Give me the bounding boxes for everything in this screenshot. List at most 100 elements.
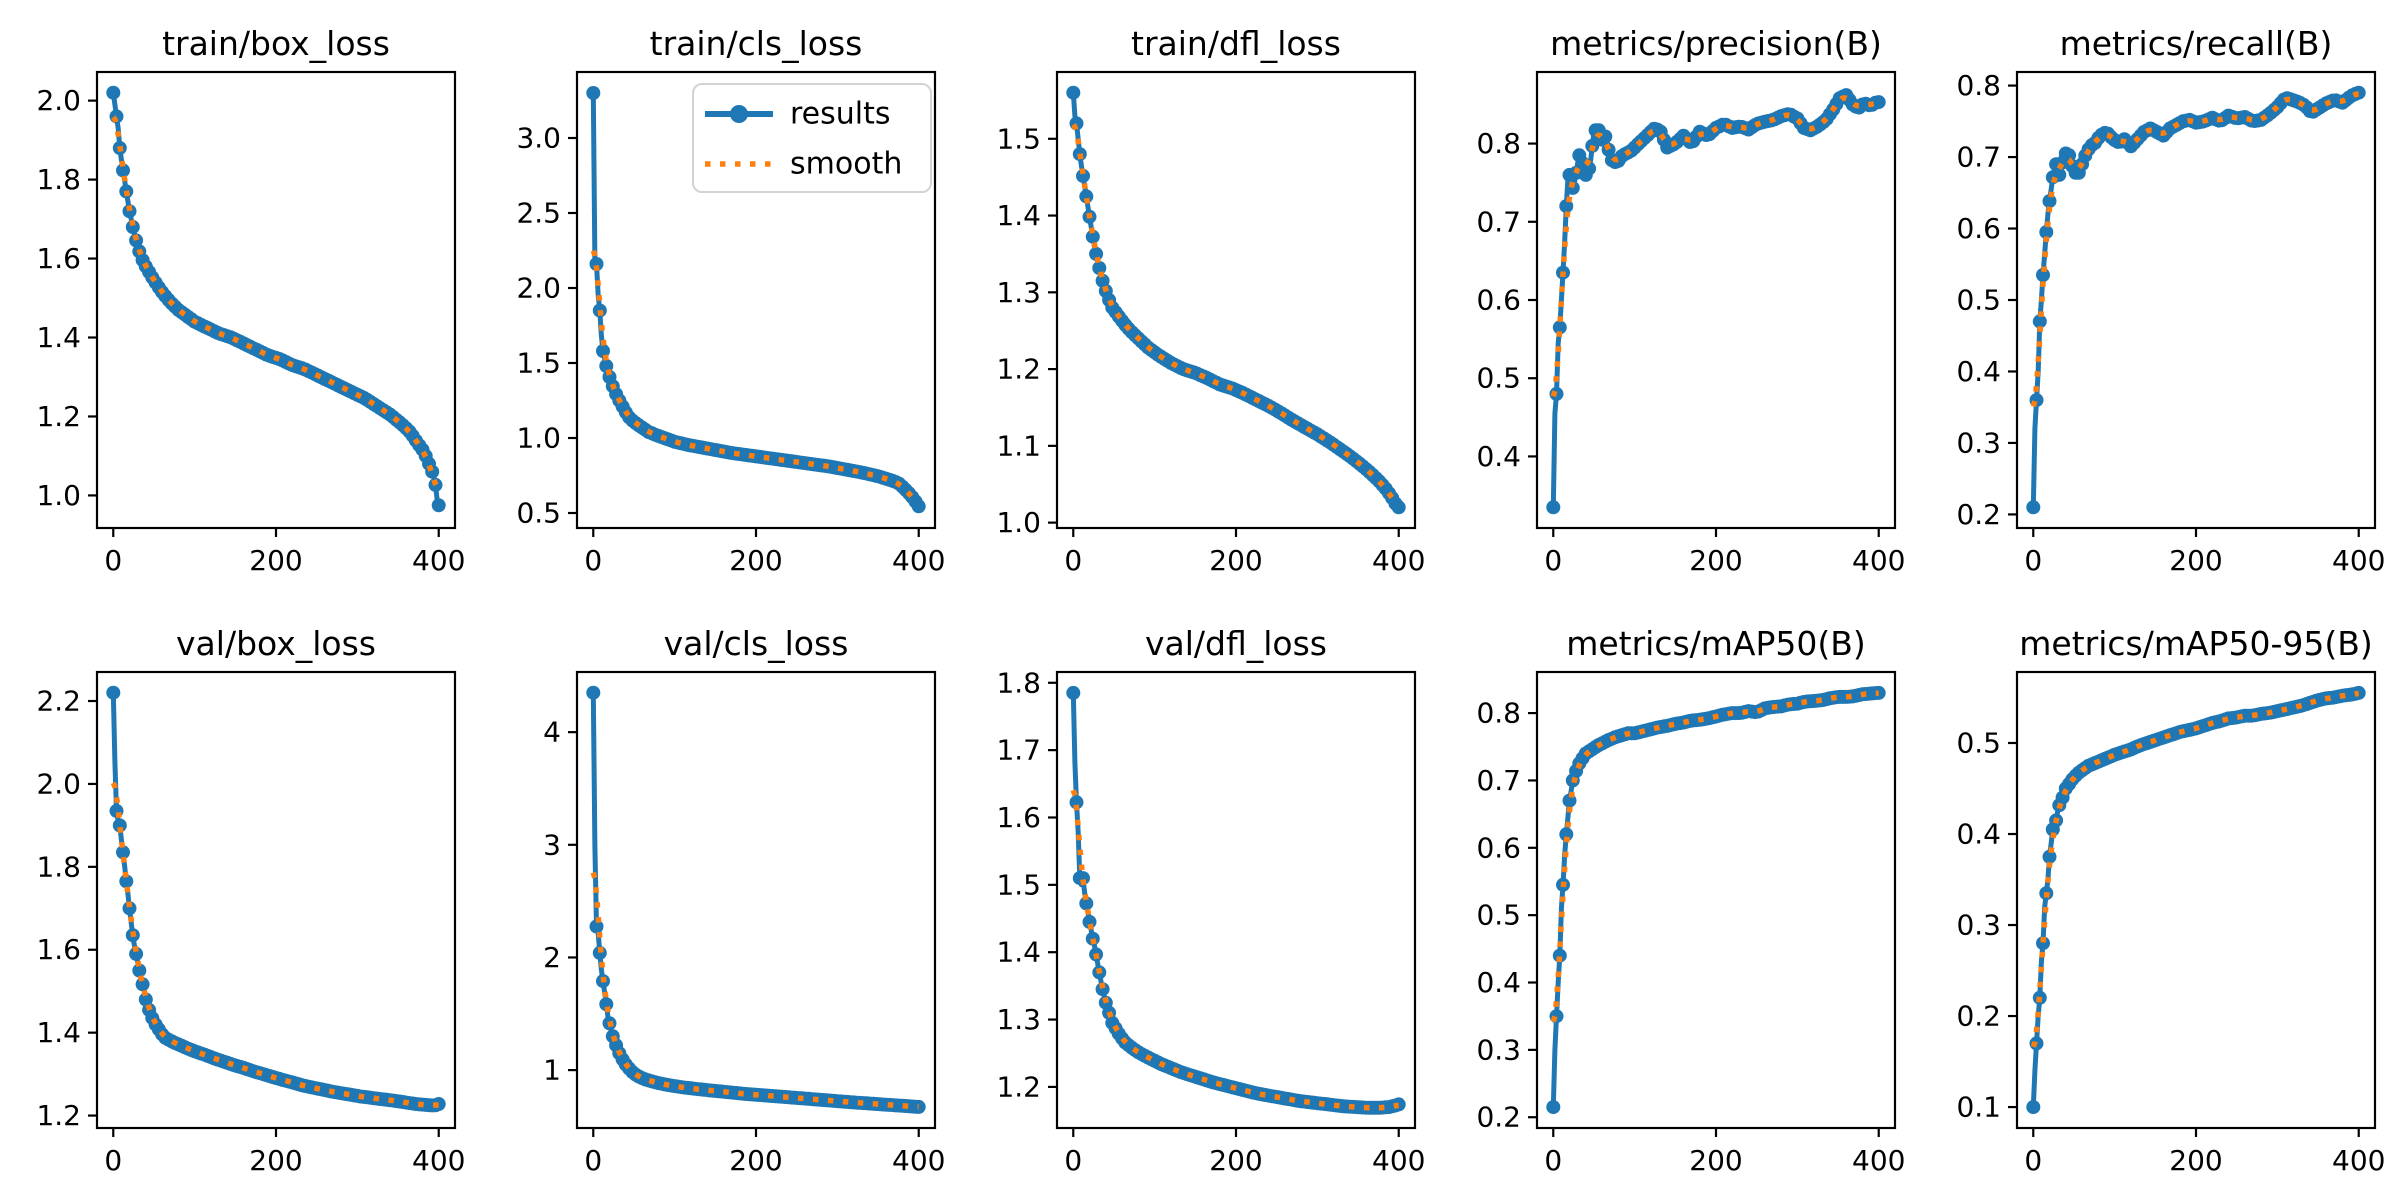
x-tick-label: 200 <box>1689 1144 1742 1177</box>
y-tick-label: 2.2 <box>36 685 81 718</box>
y-tick-label: 0.5 <box>1956 726 2001 759</box>
data-point-marker <box>586 86 601 100</box>
smooth-line <box>590 249 920 505</box>
data-point-marker <box>1085 229 1100 244</box>
smooth-line <box>1071 123 1400 506</box>
data-point-marker <box>1582 161 1597 176</box>
data-point-marker <box>1552 320 1567 335</box>
data-point-marker <box>1069 795 1084 810</box>
subplot-train-dfl-loss: train/dfl_loss 1.0 1.1 1.2 1.3 1.4 1.5 0 200 400 <box>960 0 1440 600</box>
subplot-val-dfl-loss: val/dfl_loss 1.2 1.3 1.4 1.5 1.6 1.7 1.8 0 200 40… <box>960 600 1440 1200</box>
x-tick-label: 400 <box>2332 1144 2385 1177</box>
y-tick-label: 1.4 <box>36 1016 81 1049</box>
plot-canvas-train-dfl-loss: 1.0 1.1 1.2 1.3 1.4 1.5 0 200 400 <box>996 70 1425 577</box>
smooth-line <box>1070 789 1399 1111</box>
data-point-marker <box>1079 189 1094 204</box>
subplot-train-cls-loss: train/cls_loss 0.5 1.0 1.5 2.0 2.5 3.0 0 200 400… <box>480 0 960 600</box>
data-point-marker <box>2036 936 2050 951</box>
legend-smooth-label: smooth <box>790 147 902 182</box>
y-tick-label: 1.0 <box>996 506 1041 539</box>
y-tick-label: 1.1 <box>996 429 1041 462</box>
y-tick-label: 0.8 <box>1956 69 2001 102</box>
y-tick-label: 0.2 <box>1476 1101 1521 1134</box>
x-tick-label: 0 <box>104 1144 122 1177</box>
y-tick-label: 1.4 <box>36 321 81 354</box>
data-point-marker <box>911 499 926 514</box>
x-tick-label: 400 <box>892 544 945 577</box>
y-tick-label: 0.4 <box>1476 440 1521 473</box>
plot-canvas-train-box-loss: 1.0 1.2 1.4 1.6 1.8 2.0 0 200 400 <box>36 70 465 577</box>
data-point-marker <box>122 901 137 916</box>
y-tick-label: 0.3 <box>1956 426 2001 459</box>
x-tick-label: 0 <box>2024 544 2042 577</box>
y-tick-label: 1.6 <box>36 933 81 966</box>
plot-title-val-dfl-loss: val/dfl_loss <box>1144 624 1327 663</box>
data-point-marker <box>2351 685 2366 700</box>
smooth-line <box>590 871 919 1110</box>
legend-results-marker <box>730 105 748 123</box>
data-point-marker <box>1095 982 1110 997</box>
y-tick-label: 1.5 <box>996 122 1041 155</box>
axes-box <box>1055 670 1417 1130</box>
y-tick-label: 1.3 <box>996 276 1041 309</box>
plot-title-metrics-map50-95: metrics/mAP50-95(B) <box>2019 624 2373 663</box>
x-tick-label: 200 <box>2169 544 2222 577</box>
plot-canvas-metrics-recall: 0.2 0.3 0.4 0.5 0.6 0.7 0.8 0 200 400 <box>1956 69 2385 577</box>
x-tick-label: 200 <box>249 1144 302 1177</box>
data-point-marker <box>1079 896 1094 911</box>
y-tick-label: 0.1 <box>1956 1091 2001 1124</box>
data-point-marker <box>1546 500 1561 515</box>
data-point-marker <box>2032 314 2047 329</box>
y-tick-label: 0.7 <box>1956 141 2001 174</box>
y-tick-label: 1.2 <box>36 400 81 433</box>
plot-title-train-box-loss: train/box_loss <box>162 24 390 63</box>
data-point-marker <box>112 818 127 833</box>
y-tick-label: 0.2 <box>1956 498 2001 531</box>
y-tick-label: 2.0 <box>36 84 81 117</box>
x-tick-label: 0 <box>584 544 602 577</box>
data-point-marker <box>106 85 121 100</box>
axes-box <box>2015 70 2377 530</box>
results-line <box>1070 90 1402 510</box>
results-line <box>590 690 922 1110</box>
y-tick-label: 2 <box>543 941 561 974</box>
x-tick-label: 200 <box>729 1144 782 1177</box>
y-tick-label: 1.4 <box>996 936 1041 969</box>
x-tick-label: 200 <box>1689 544 1742 577</box>
data-point-marker <box>129 946 144 961</box>
plot-title-train-cls-loss: train/cls_loss <box>649 24 863 63</box>
plot-title-metrics-precision: metrics/precision(B) <box>1550 24 1882 63</box>
y-tick-label: 0.3 <box>1476 1033 1521 1066</box>
axes-box <box>2015 670 2377 1130</box>
y-tick-label: 0.2 <box>1956 1000 2001 1033</box>
data-point-marker <box>1546 1100 1561 1115</box>
x-tick-label: 0 <box>1544 544 1562 577</box>
y-tick-label: 0.7 <box>1476 205 1521 238</box>
y-tick-label: 1.4 <box>996 199 1041 232</box>
smooth-line <box>110 781 439 1108</box>
smooth-line <box>1550 95 1879 398</box>
y-tick-label: 0.6 <box>1476 831 1521 864</box>
subplot-metrics-recall: metrics/recall(B) 0.2 0.3 0.4 0.5 0.6 0.7 0.8 0… <box>1920 0 2400 600</box>
x-tick-label: 400 <box>1372 544 1425 577</box>
y-tick-label: 4 <box>543 716 561 749</box>
x-tick-label: 400 <box>1852 544 1905 577</box>
plot-title-val-cls-loss: val/cls_loss <box>663 624 849 663</box>
data-point-marker <box>431 498 446 513</box>
plot-canvas-train-cls-loss: 0.5 1.0 1.5 2.0 2.5 3.0 0 200 400 results smooth <box>516 70 945 577</box>
data-point-marker <box>589 257 604 271</box>
x-tick-label: 400 <box>1852 1144 1905 1177</box>
y-tick-label: 1 <box>543 1054 561 1087</box>
data-point-marker <box>1076 168 1090 183</box>
axes-box <box>95 670 457 1130</box>
data-point-marker <box>129 233 144 248</box>
data-point-marker <box>1066 85 1081 100</box>
legend-results-label: results <box>790 97 891 132</box>
y-tick-label: 1.8 <box>36 850 81 883</box>
y-tick-label: 1.8 <box>996 666 1041 699</box>
results-line <box>1550 92 1882 510</box>
data-point-marker <box>1871 685 1886 700</box>
x-tick-label: 400 <box>412 1144 465 1177</box>
y-tick-label: 1.2 <box>996 353 1041 386</box>
